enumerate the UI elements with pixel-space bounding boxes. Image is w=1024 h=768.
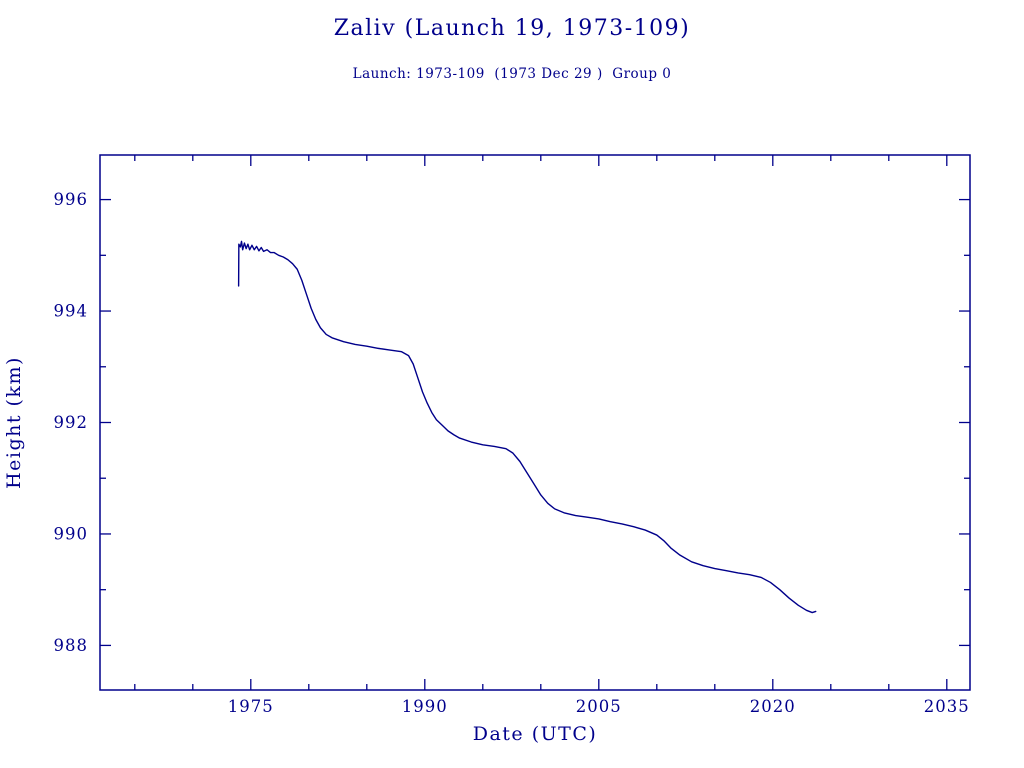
x-tick-label: 2020 [750,697,796,716]
plot-frame [99,154,971,691]
y-tick-label: 994 [54,302,89,321]
x-axis-label: Date (UTC) [473,723,598,745]
x-tick-label: 1990 [402,697,448,716]
x-tick-label: 2035 [924,697,970,716]
y-tick-label: 992 [54,413,89,432]
height-series-line [237,240,817,614]
y-tick-label: 996 [54,190,89,209]
y-tick-label: 990 [54,524,89,543]
x-tick-label: 2005 [576,697,622,716]
y-axis-label: Height (km) [3,356,25,489]
chart-title: Zaliv (Launch 19, 1973-109) [333,16,691,41]
chart-subtitle: Launch: 1973-109 (1973 Dec 29 ) Group 0 [352,66,672,82]
x-tick-label: 1975 [228,697,274,716]
y-tick-label: 988 [54,636,89,655]
